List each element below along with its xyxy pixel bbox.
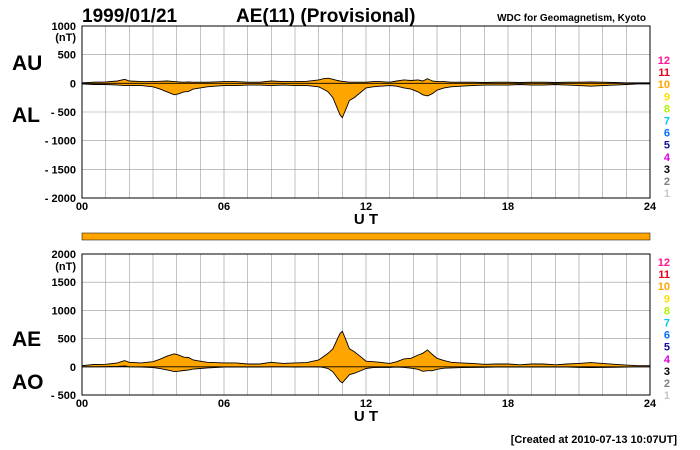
station-legend-item: 7 — [664, 116, 670, 128]
station-legend-item: 12 — [658, 55, 670, 67]
station-legend-item: 5 — [664, 342, 670, 354]
plot-frame — [81, 25, 651, 199]
date-title: 1999/01/21 — [82, 6, 178, 27]
station-legend-item: 12 — [658, 257, 670, 269]
station-legend-item: 11 — [658, 67, 670, 79]
source-label: WDC for Geomagnetism, Kyoto — [497, 13, 646, 24]
y-tick-label: 1000 — [52, 305, 76, 317]
x-tick-label: 24 — [644, 201, 657, 213]
series-line-au — [81, 77, 650, 84]
x-tick-label: 00 — [76, 398, 88, 410]
plot-frame — [81, 253, 651, 396]
x-tick-label: 06 — [218, 398, 230, 410]
station-legend-item: 3 — [664, 366, 670, 378]
y-tick-label: 500 — [58, 334, 76, 346]
y-tick-label: - 1500 — [45, 164, 76, 176]
ae-ao-panel: 2000 1500 1000 500 0 - 500 (nT) 00 06 12 18 24 U T AE… — [12, 249, 657, 425]
x-tick-label: 18 — [502, 201, 514, 213]
station-legend-item: 9 — [664, 293, 670, 305]
y-tick-label: - 500 — [51, 390, 76, 402]
y-tick-label: - 2000 — [45, 193, 76, 205]
y-tick-label: 0 — [70, 78, 76, 90]
x-tick-label: 12 — [360, 201, 372, 213]
y-unit-label: (nT) — [55, 32, 76, 44]
station-legend-item: 1 — [664, 188, 670, 200]
side-label-upper: AU — [12, 52, 42, 75]
y-tick-label: - 500 — [51, 107, 76, 119]
series-line-al — [81, 83, 650, 119]
station-legend-item: 4 — [664, 354, 671, 366]
chart-title: AE(11) (Provisional) — [236, 6, 416, 27]
station-legend-item: 10 — [658, 281, 670, 293]
x-tick-label: 24 — [644, 398, 657, 410]
station-legend-item: 1 — [664, 390, 670, 402]
y-tick-label: 1500 — [52, 277, 76, 289]
station-legend-item: 4 — [664, 152, 671, 164]
x-tick-label: 06 — [218, 201, 230, 213]
station-availability-bar — [81, 232, 651, 241]
station-legend-item: 9 — [664, 91, 670, 103]
station-legend-item: 8 — [664, 305, 670, 317]
x-axis-label: U T — [354, 408, 378, 425]
y-tick-label: 500 — [58, 50, 76, 62]
y-tick-label: 0 — [70, 362, 76, 374]
station-legend-item: 6 — [664, 128, 670, 140]
au-al-panel: 1000 500 0 - 500 - 1000 - 1500 - 2000 (nT) 00 06 1… — [12, 21, 657, 228]
x-axis-label: U T — [354, 211, 378, 228]
x-tick-label: 00 — [76, 201, 88, 213]
station-legend-item: 7 — [664, 318, 670, 330]
station-legend-item: 6 — [664, 330, 670, 342]
station-legend-item: 2 — [664, 176, 670, 188]
x-tick-label: 18 — [502, 398, 514, 410]
side-label-upper: AE — [12, 328, 41, 351]
station-legend-item: 8 — [664, 103, 670, 115]
y-tick-label: 1000 — [52, 21, 76, 33]
series-line-ae — [81, 330, 650, 367]
y-tick-label: - 1000 — [45, 136, 76, 148]
y-tick-label: 2000 — [52, 249, 76, 261]
side-label-lower: AL — [12, 104, 40, 127]
side-label-lower: AO — [12, 371, 44, 394]
station-legend-item: 5 — [664, 140, 670, 152]
station-legend-item: 2 — [664, 378, 670, 390]
station-legend-item: 10 — [658, 79, 670, 91]
station-legend-item: 3 — [664, 164, 670, 176]
x-tick-label: 12 — [360, 398, 372, 410]
station-legend-item: 11 — [658, 269, 670, 281]
created-timestamp: [Created at 2010-07-13 10:07UT] — [511, 434, 678, 446]
y-unit-label: (nT) — [55, 261, 76, 273]
